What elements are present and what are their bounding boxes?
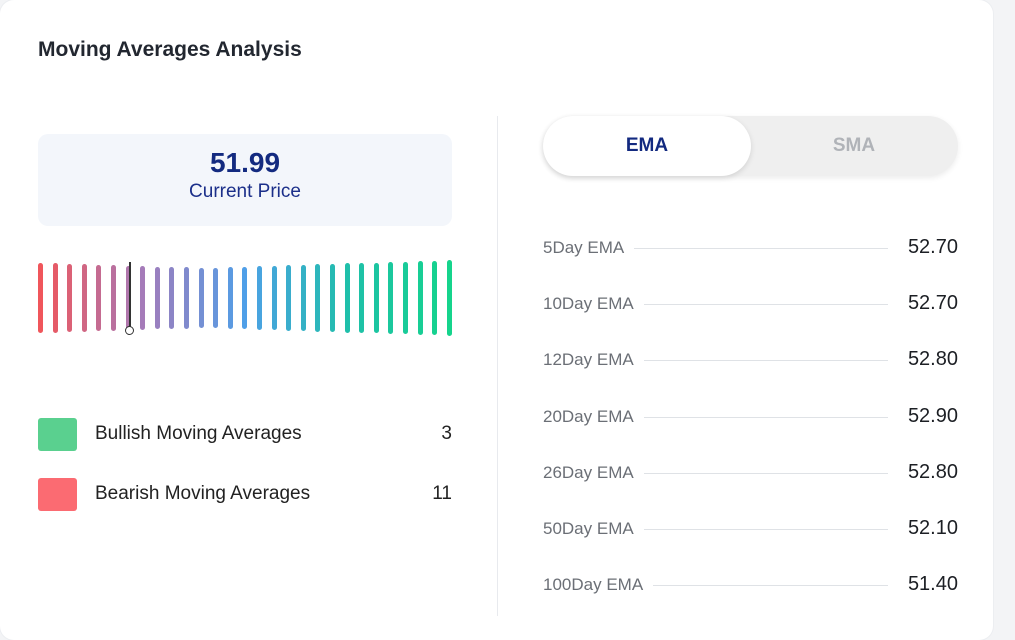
gauge-needle-dot [124, 326, 134, 335]
gauge-bar [52, 263, 58, 333]
gauge-bar [403, 261, 408, 335]
ema-row-line [543, 304, 888, 305]
ema-row-value: 52.80 [893, 348, 958, 371]
gauge-bar [38, 262, 43, 334]
gauge-bar [96, 264, 102, 332]
gauge-bar [446, 260, 452, 336]
bullish-swatch [38, 418, 77, 451]
ema-row-label: 50Day EMA [543, 519, 644, 539]
gauge-bar [300, 264, 306, 332]
ema-row-line [543, 417, 888, 418]
ema-row-line [543, 360, 888, 361]
tab-sma[interactable]: SMA [832, 135, 876, 156]
ema-row-label: 100Day EMA [543, 575, 654, 595]
ema-row: 50Day EMA 52.10 [543, 516, 958, 542]
gauge-bar [286, 265, 292, 331]
gauge-bar [257, 266, 262, 330]
gauge-bar [432, 260, 438, 336]
ema-row-value: 52.10 [893, 517, 958, 540]
ema-row-line [543, 585, 888, 586]
gauge-bar [184, 267, 189, 329]
card-title: Moving Averages Analysis [38, 38, 302, 61]
gauge-bar [140, 266, 146, 330]
ema-row: 5Day EMA 52.70 [543, 235, 958, 261]
ema-row-label: 26Day EMA [543, 463, 644, 483]
ema-row: 26Day EMA 52.80 [543, 460, 958, 486]
gauge-bar [344, 263, 350, 333]
bearish-label: Bearish Moving Averages [95, 483, 311, 504]
legend-bullish: Bullish Moving Averages 3 [38, 418, 452, 452]
bearish-count: 11 [432, 483, 452, 504]
gauge-bar [154, 266, 160, 330]
moving-averages-card: Moving Averages Analysis 51.99 Current P… [0, 0, 993, 640]
current-price-label: Current Price [189, 181, 301, 202]
sentiment-gauge [34, 258, 458, 342]
gauge-bar [330, 263, 335, 333]
gauge-bar [227, 267, 233, 329]
ema-row-value: 52.90 [893, 405, 958, 428]
column-divider [497, 116, 498, 616]
ema-row-value: 52.70 [893, 292, 958, 315]
ema-row-label: 20Day EMA [543, 407, 644, 427]
gauge-needle [128, 262, 131, 328]
current-price-value: 51.99 [209, 147, 281, 178]
gauge-bar [125, 265, 131, 331]
gauge-bar [388, 262, 394, 334]
ema-row-line [543, 473, 888, 474]
current-price-box: 51.99 Current Price [38, 134, 452, 226]
gauge-bar [111, 265, 116, 331]
ema-row-label: 10Day EMA [543, 294, 644, 314]
gauge-bar [359, 262, 365, 333]
ema-row: 12Day EMA 52.80 [543, 347, 958, 373]
gauge-bar [67, 263, 73, 333]
ema-sma-toggle: EMA SMA [543, 116, 958, 176]
gauge-bar [198, 267, 204, 329]
legend-bearish: Bearish Moving Averages 11 [38, 478, 452, 512]
ema-row: 100Day EMA 51.40 [543, 572, 958, 598]
gauge-bar [169, 266, 175, 329]
ema-row-line [543, 248, 888, 249]
ema-row-value: 52.70 [893, 236, 958, 259]
gauge-bar [417, 261, 423, 335]
ema-row-label: 5Day EMA [543, 238, 635, 258]
ema-row-line [543, 529, 888, 530]
gauge-bar [271, 265, 277, 331]
gauge-bar [213, 267, 219, 329]
ema-row: 20Day EMA 52.90 [543, 404, 958, 430]
bullish-label: Bullish Moving Averages [95, 423, 302, 444]
gauge-bar [81, 264, 87, 332]
ema-row-label: 12Day EMA [543, 350, 644, 370]
ema-row-value: 51.40 [893, 573, 958, 596]
gauge-bar [242, 266, 248, 330]
bullish-count: 3 [441, 423, 452, 444]
gauge-bar [315, 264, 321, 332]
gauge-bar [373, 262, 379, 334]
bearish-swatch [38, 478, 77, 511]
ema-row: 10Day EMA 52.70 [543, 291, 958, 317]
tab-ema[interactable]: EMA [543, 116, 751, 176]
ema-row-value: 52.80 [893, 461, 958, 484]
